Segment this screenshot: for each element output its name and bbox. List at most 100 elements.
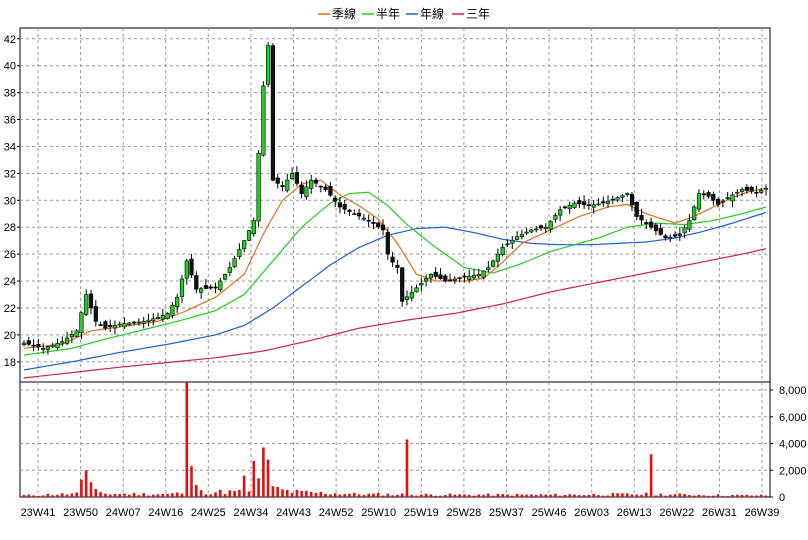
candlestick	[634, 201, 639, 221]
candlestick	[749, 185, 754, 194]
volume-bar	[654, 495, 658, 497]
volume-bar	[228, 490, 232, 497]
candle-body	[562, 206, 567, 209]
candle-body	[323, 186, 328, 190]
volume-bar	[204, 494, 208, 497]
candle-body	[280, 185, 285, 188]
candlestick	[112, 320, 118, 335]
volume-bar	[563, 495, 567, 497]
candle-body	[213, 286, 218, 289]
volume-bar	[348, 493, 351, 497]
candlestick	[505, 239, 510, 248]
volume-bar	[640, 494, 643, 497]
candlestick	[98, 321, 103, 326]
candlestick	[457, 276, 462, 283]
candle-body	[467, 275, 472, 280]
candlestick	[754, 185, 759, 198]
candle-body	[725, 197, 730, 200]
candlestick	[84, 289, 89, 316]
candle-body	[514, 236, 520, 240]
candlestick	[251, 217, 256, 237]
price-tick-label: 30	[4, 195, 16, 207]
price-tick-label: 40	[4, 61, 16, 73]
candle-body	[730, 194, 735, 202]
candle-body	[175, 296, 180, 308]
candle-body	[65, 337, 70, 344]
volume-bar	[209, 494, 212, 497]
volume-bar	[281, 489, 284, 497]
volume-bar	[472, 495, 476, 497]
volume-bar	[750, 495, 753, 497]
candlestick	[696, 189, 702, 212]
candlestick	[36, 338, 41, 351]
candle-body	[380, 224, 386, 231]
candlestick	[132, 320, 137, 326]
candle-body	[299, 184, 304, 194]
candle-body	[672, 234, 678, 237]
candle-body	[538, 225, 544, 229]
candlestick	[404, 290, 410, 306]
candlestick	[223, 273, 228, 280]
candle-body	[199, 288, 204, 293]
candlestick	[337, 196, 343, 214]
volume-bar	[123, 493, 126, 497]
volume-bar	[357, 494, 361, 497]
volume-bar	[89, 482, 93, 497]
candle-body	[361, 217, 367, 220]
candlestick	[361, 214, 367, 222]
candlestick	[687, 213, 692, 232]
volume-bar	[554, 493, 557, 497]
volume-bar	[692, 495, 696, 497]
candlestick	[467, 269, 472, 284]
candlestick	[40, 343, 46, 354]
volume-bar	[295, 490, 299, 497]
candlestick	[199, 286, 204, 299]
candle-body	[462, 275, 467, 278]
volume-bar	[367, 493, 370, 497]
candle-body	[500, 247, 505, 255]
candle-body	[313, 179, 319, 184]
candlestick	[452, 276, 457, 285]
volume-bar	[80, 479, 83, 497]
candlestick	[232, 255, 237, 269]
candle-body	[409, 291, 414, 299]
volume-bar	[329, 494, 332, 497]
candle-body	[117, 323, 122, 326]
grid-lines	[20, 28, 770, 497]
candle-body	[385, 232, 390, 255]
volume-bar	[199, 490, 203, 497]
volume-bar	[84, 470, 88, 497]
candlestick	[203, 278, 209, 290]
volume-bar	[420, 494, 423, 497]
candle-body	[208, 286, 213, 289]
candle-body	[227, 267, 232, 273]
candlestick	[629, 192, 635, 212]
candlestick	[323, 184, 328, 192]
price-tick-label: 36	[4, 115, 16, 127]
candlestick	[313, 177, 319, 188]
price-tick-label: 28	[4, 222, 16, 234]
candlestick	[730, 191, 735, 208]
volume-bar	[46, 493, 50, 497]
candle-body	[122, 323, 127, 328]
volume-bar	[343, 494, 346, 497]
candlestick	[88, 289, 94, 315]
candle-body	[246, 230, 252, 241]
candle-body	[170, 304, 175, 316]
candle-body	[615, 197, 620, 201]
candlestick	[65, 331, 70, 346]
three-year-ma-line	[23, 248, 767, 379]
candle-body	[605, 200, 611, 204]
time-tick-label: 23W41	[21, 507, 56, 519]
candlestick	[55, 338, 60, 350]
candle-body	[639, 214, 644, 221]
candle-body	[715, 199, 721, 205]
volume-panel-frame	[19, 381, 771, 498]
candlestick	[155, 312, 161, 320]
candle-body	[529, 229, 534, 233]
candle-body	[155, 317, 161, 319]
time-tick-label: 24W43	[276, 507, 311, 519]
year-ma-line	[23, 211, 767, 371]
volume-bar	[415, 495, 418, 497]
volume-bar	[171, 493, 174, 497]
